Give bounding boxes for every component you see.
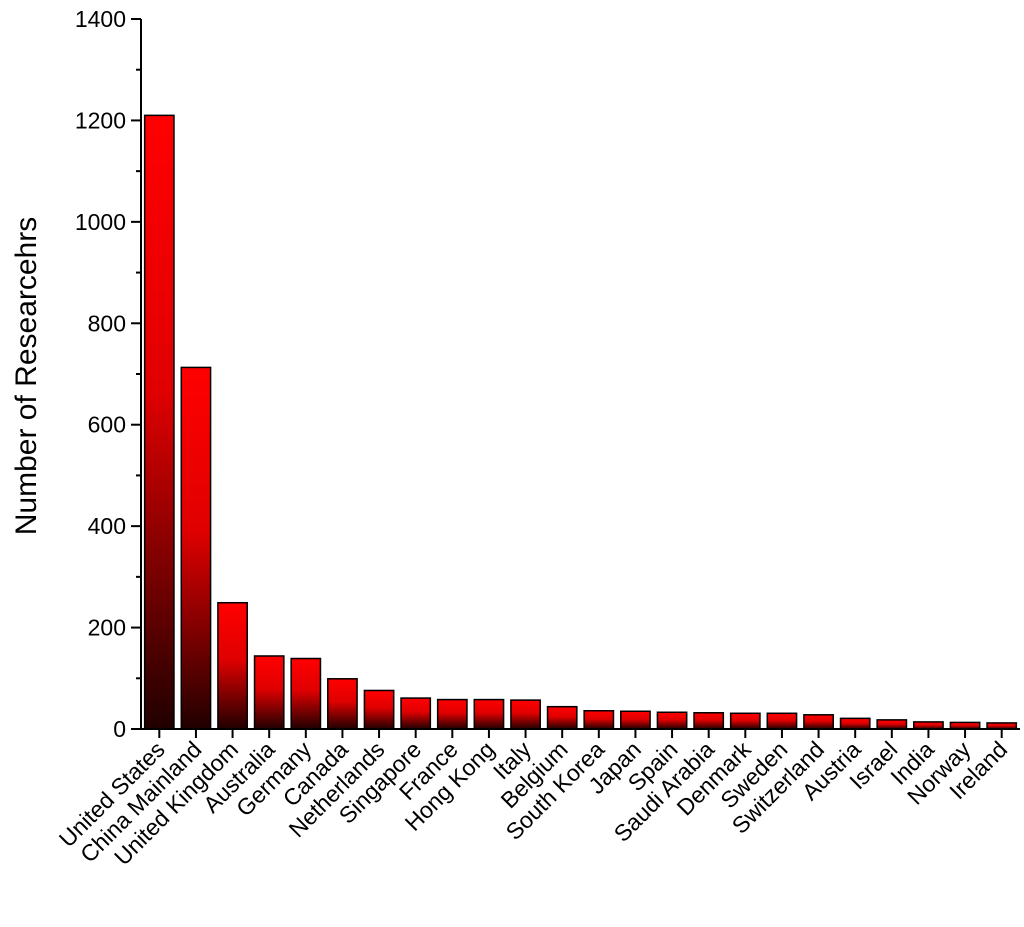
bar-italy bbox=[510, 699, 541, 730]
bar-australia bbox=[253, 655, 285, 730]
bar-france bbox=[436, 698, 468, 730]
bar-canada bbox=[327, 678, 358, 730]
y-tick-label: 0 bbox=[113, 716, 126, 742]
bar-china-mainland bbox=[180, 366, 212, 730]
bar-united-states bbox=[143, 114, 175, 730]
bar-hong-kong bbox=[473, 698, 505, 730]
bar-israel bbox=[876, 719, 908, 730]
y-tick-label: 1200 bbox=[75, 107, 126, 133]
bar-singapore bbox=[400, 697, 432, 730]
bar-denmark bbox=[729, 712, 761, 730]
bar-switzerland bbox=[803, 714, 834, 730]
y-tick-label: 400 bbox=[88, 513, 126, 539]
bar-netherlands bbox=[363, 689, 395, 730]
bar-india bbox=[913, 721, 944, 730]
bar-japan bbox=[620, 710, 651, 730]
bar-saudi-arabia bbox=[693, 712, 725, 730]
y-tick-label: 1000 bbox=[75, 209, 126, 235]
bar-sweden bbox=[766, 712, 798, 730]
y-tick-label: 800 bbox=[88, 310, 126, 336]
y-tick-label: 600 bbox=[88, 412, 126, 438]
y-tick-label: 1400 bbox=[75, 6, 126, 32]
bars-group bbox=[143, 114, 1018, 730]
bar-germany bbox=[290, 657, 322, 730]
bar-united-kingdom bbox=[217, 601, 248, 730]
bar-spain bbox=[656, 711, 688, 730]
bar-austria bbox=[839, 717, 871, 730]
bar-belgium bbox=[546, 705, 578, 730]
y-axis-title: Number of Researcehrs bbox=[10, 217, 43, 535]
y-axis: 0 200 400 600 800 1000 1200 1400 bbox=[75, 6, 141, 742]
y-tick-label: 200 bbox=[88, 615, 126, 641]
bar-south-korea bbox=[583, 709, 615, 730]
